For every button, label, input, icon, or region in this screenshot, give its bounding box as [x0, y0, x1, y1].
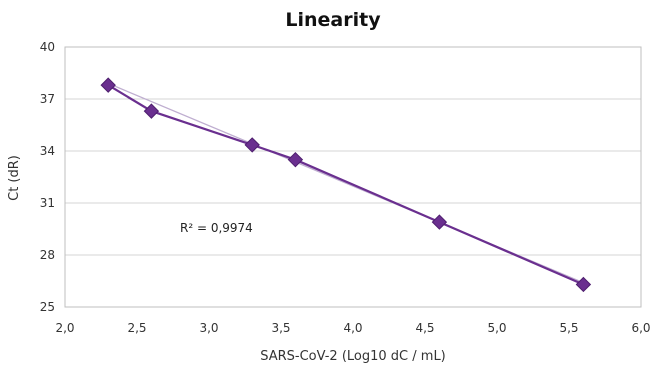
x-tick-label: 5,0 [487, 321, 506, 335]
data-point [431, 214, 448, 230]
r-squared-annotation: R² = 0,9974 [180, 221, 253, 235]
axis-ticks: 25 28 31 34 37 40 2,0 2,5 3,0 3,5 4,0 4,5 5,0 5,5 6,0 [40, 40, 651, 335]
series-line [107, 84, 584, 286]
series-lines [107, 82, 584, 286]
x-axis-label: SARS-CoV-2 (Log10 dC / mL) [260, 349, 446, 364]
x-tick-label: 2,0 [55, 321, 74, 335]
x-tick-label: 4,0 [343, 321, 362, 335]
chart-title: Linearity [285, 9, 381, 31]
x-tick-label: 3,0 [199, 321, 218, 335]
y-tick-label: 37 [40, 92, 55, 106]
x-tick-label: 4,5 [415, 321, 434, 335]
plot-area-frame [64, 46, 642, 308]
y-tick-label: 28 [40, 248, 55, 262]
data-points [100, 77, 592, 293]
y-tick-label: 40 [40, 40, 55, 54]
x-tick-label: 5,5 [559, 321, 578, 335]
data-point [143, 103, 160, 119]
data-point [244, 137, 260, 153]
data-point [287, 151, 304, 168]
y-tick-label: 31 [40, 196, 55, 210]
y-axis-label: Ct (dR) [7, 155, 22, 201]
y-tick-label: 25 [40, 300, 55, 314]
x-tick-label: 3,5 [271, 321, 290, 335]
gridlines [65, 46, 641, 308]
y-tick-label: 34 [40, 144, 55, 158]
x-tick-label: 2,5 [127, 321, 146, 335]
data-point [575, 276, 592, 293]
data-point [100, 77, 116, 93]
x-tick-label: 6,0 [631, 321, 650, 335]
